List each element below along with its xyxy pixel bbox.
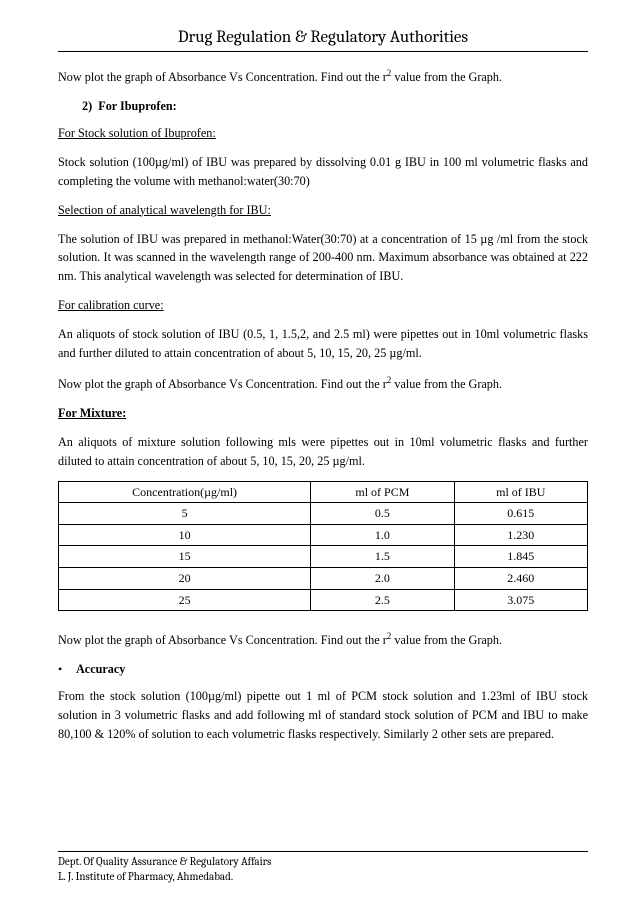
page-footer: Dept. Of Quality Assurance & Regulatory … (58, 851, 588, 885)
table-cell: 25 (59, 589, 311, 611)
bullet-icon: • (58, 660, 76, 679)
table-cell: 0.5 (311, 503, 454, 525)
accuracy-bullet: • Accuracy (58, 660, 588, 679)
concentration-table: Concentration(µg/ml) ml of PCM ml of IBU… (58, 481, 588, 612)
table-cell: 2.460 (454, 568, 587, 590)
section-wavelength-body: The solution of IBU was prepared in meth… (58, 230, 588, 287)
table-row: 5 0.5 0.615 (59, 503, 588, 525)
section-stock-body: Stock solution (100µg/ml) of IBU was pre… (58, 153, 588, 191)
table-col-1: ml of PCM (311, 481, 454, 503)
section-wavelength-heading: Selection of analytical wavelength for I… (58, 201, 588, 220)
calibration-heading-text: For calibration curve: (58, 298, 164, 312)
header-title: Drug Regulation & Regulatory Authorities (178, 28, 468, 47)
table-cell: 0.615 (454, 503, 587, 525)
table-row: 10 1.0 1.230 (59, 524, 588, 546)
table-row: 15 1.5 1.845 (59, 546, 588, 568)
footer-line-2: L. J. Institute of Pharmacy, Ahmedabad. (58, 870, 588, 885)
table-col-2: ml of IBU (454, 481, 587, 503)
footer-line-1: Dept. Of Quality Assurance & Regulatory … (58, 855, 588, 870)
post-table-paragraph: Now plot the graph of Absorbance Vs Conc… (58, 629, 588, 650)
table-cell: 10 (59, 524, 311, 546)
accuracy-body: From the stock solution (100µg/ml) pipet… (58, 687, 588, 744)
list-number: 2) (82, 99, 92, 113)
intro-text-a: Now plot the graph of Absorbance Vs Conc… (58, 70, 387, 84)
mixture-heading-text: For Mixture: (58, 406, 126, 420)
wavelength-heading-text: Selection of analytical wavelength for I… (58, 203, 271, 217)
table-col-0: Concentration(µg/ml) (59, 481, 311, 503)
table-cell: 2.5 (311, 589, 454, 611)
stock-heading-text: For Stock solution of Ibuprofen: (58, 126, 216, 140)
post-b: value from the Graph. (391, 633, 502, 647)
table-cell: 1.0 (311, 524, 454, 546)
table-cell: 2.0 (311, 568, 454, 590)
section-calibration-heading: For calibration curve: (58, 296, 588, 315)
accuracy-heading: Accuracy (76, 660, 125, 679)
list-item-2: 2) For Ibuprofen: (82, 97, 588, 116)
section-mixture-body: An aliquots of mixture solution followin… (58, 433, 588, 471)
table-cell: 1.5 (311, 546, 454, 568)
table-header-row: Concentration(µg/ml) ml of PCM ml of IBU (59, 481, 588, 503)
intro-paragraph: Now plot the graph of Absorbance Vs Conc… (58, 66, 588, 87)
section-calibration-body-2: Now plot the graph of Absorbance Vs Conc… (58, 373, 588, 394)
post-a: Now plot the graph of Absorbance Vs Conc… (58, 633, 387, 647)
cal2-b: value from the Graph. (391, 377, 502, 391)
intro-text-b: value from the Graph. (391, 70, 502, 84)
table-cell: 20 (59, 568, 311, 590)
section-stock-heading: For Stock solution of Ibuprofen: (58, 124, 588, 143)
table-cell: 3.075 (454, 589, 587, 611)
table-cell: 1.845 (454, 546, 587, 568)
table-row: 20 2.0 2.460 (59, 568, 588, 590)
table-row: 25 2.5 3.075 (59, 589, 588, 611)
cal2-a: Now plot the graph of Absorbance Vs Conc… (58, 377, 387, 391)
section-mixture-heading: For Mixture: (58, 404, 588, 423)
table-cell: 15 (59, 546, 311, 568)
table-cell: 1.230 (454, 524, 587, 546)
page-header: Drug Regulation & Regulatory Authorities (58, 28, 588, 52)
page-content: Now plot the graph of Absorbance Vs Conc… (58, 66, 588, 744)
section-calibration-body: An aliquots of stock solution of IBU (0.… (58, 325, 588, 363)
list-label: For Ibuprofen: (98, 99, 176, 113)
table-cell: 5 (59, 503, 311, 525)
